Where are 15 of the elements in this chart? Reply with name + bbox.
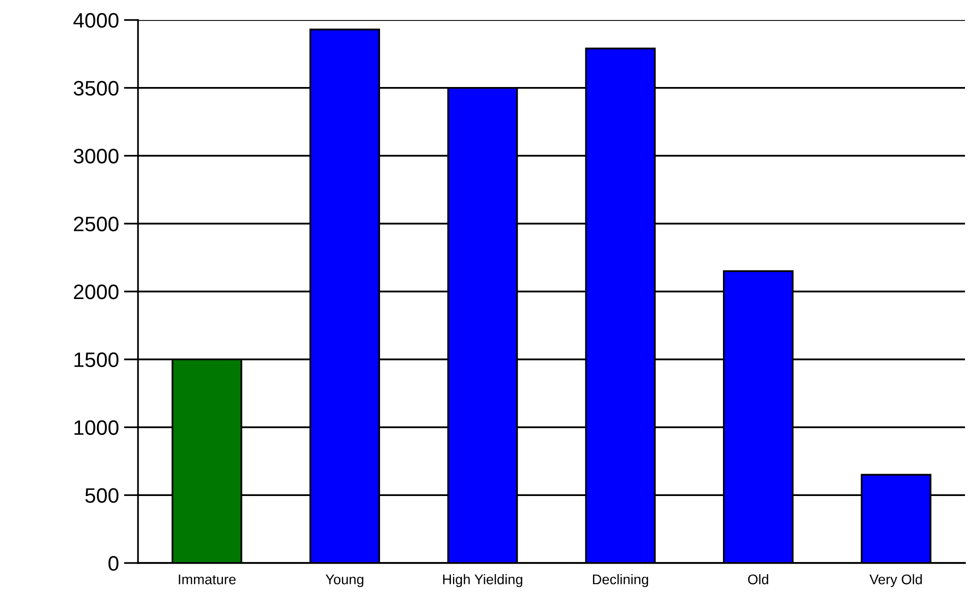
x-tick-label: Immature bbox=[178, 574, 236, 584]
y-tick-label: 0 bbox=[108, 556, 118, 571]
y-tick-label: 4000 bbox=[73, 13, 118, 28]
y-tick-label: 2500 bbox=[74, 216, 118, 232]
y-tick-label: 2000 bbox=[74, 284, 118, 300]
y-tick-label: 3000 bbox=[74, 148, 118, 164]
x-tick-label: Young bbox=[326, 574, 364, 588]
x-tick-label: Declining bbox=[592, 574, 648, 588]
y-tick-label: 1500 bbox=[74, 352, 118, 368]
y-tick-label: 3500 bbox=[74, 80, 118, 96]
y-tick-label: 500 bbox=[85, 488, 118, 503]
x-tick-label: Very Old bbox=[870, 574, 922, 588]
y-tick-label: 1000 bbox=[74, 420, 118, 436]
x-tick-label: Old bbox=[748, 574, 768, 584]
x-tick-label: High Yielding bbox=[443, 574, 522, 588]
